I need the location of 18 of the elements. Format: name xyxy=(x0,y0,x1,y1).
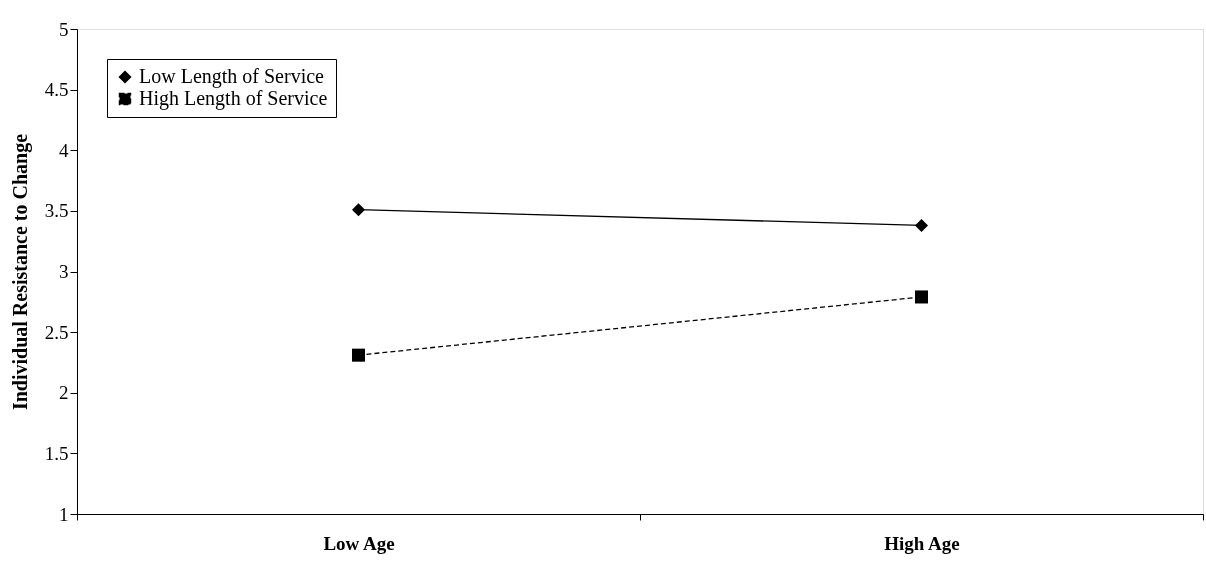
y-tick-label: 4.5 xyxy=(44,79,69,101)
y-tick-label: 3 xyxy=(59,261,69,282)
y-tick-label: 5 xyxy=(59,18,69,40)
y-tick-label: 2.5 xyxy=(44,321,69,343)
point xyxy=(914,290,929,304)
point xyxy=(914,218,929,232)
y-tick-label: 4 xyxy=(59,139,69,161)
legend-label: Low Length of Service xyxy=(139,65,325,88)
y-tick-label: 2 xyxy=(59,382,69,404)
x-tick-label: High Age xyxy=(884,532,960,554)
y-axis-title: Individual Resistance to Change xyxy=(8,133,32,411)
x-tick-label: Low Age xyxy=(323,532,395,554)
point xyxy=(351,348,366,362)
legend-label: High Length of Service xyxy=(139,87,328,110)
y-tick-label: 1 xyxy=(59,503,69,525)
y-tick-label: 1.5 xyxy=(44,442,69,464)
point xyxy=(351,203,366,217)
y-tick-label: 3.5 xyxy=(44,200,69,222)
